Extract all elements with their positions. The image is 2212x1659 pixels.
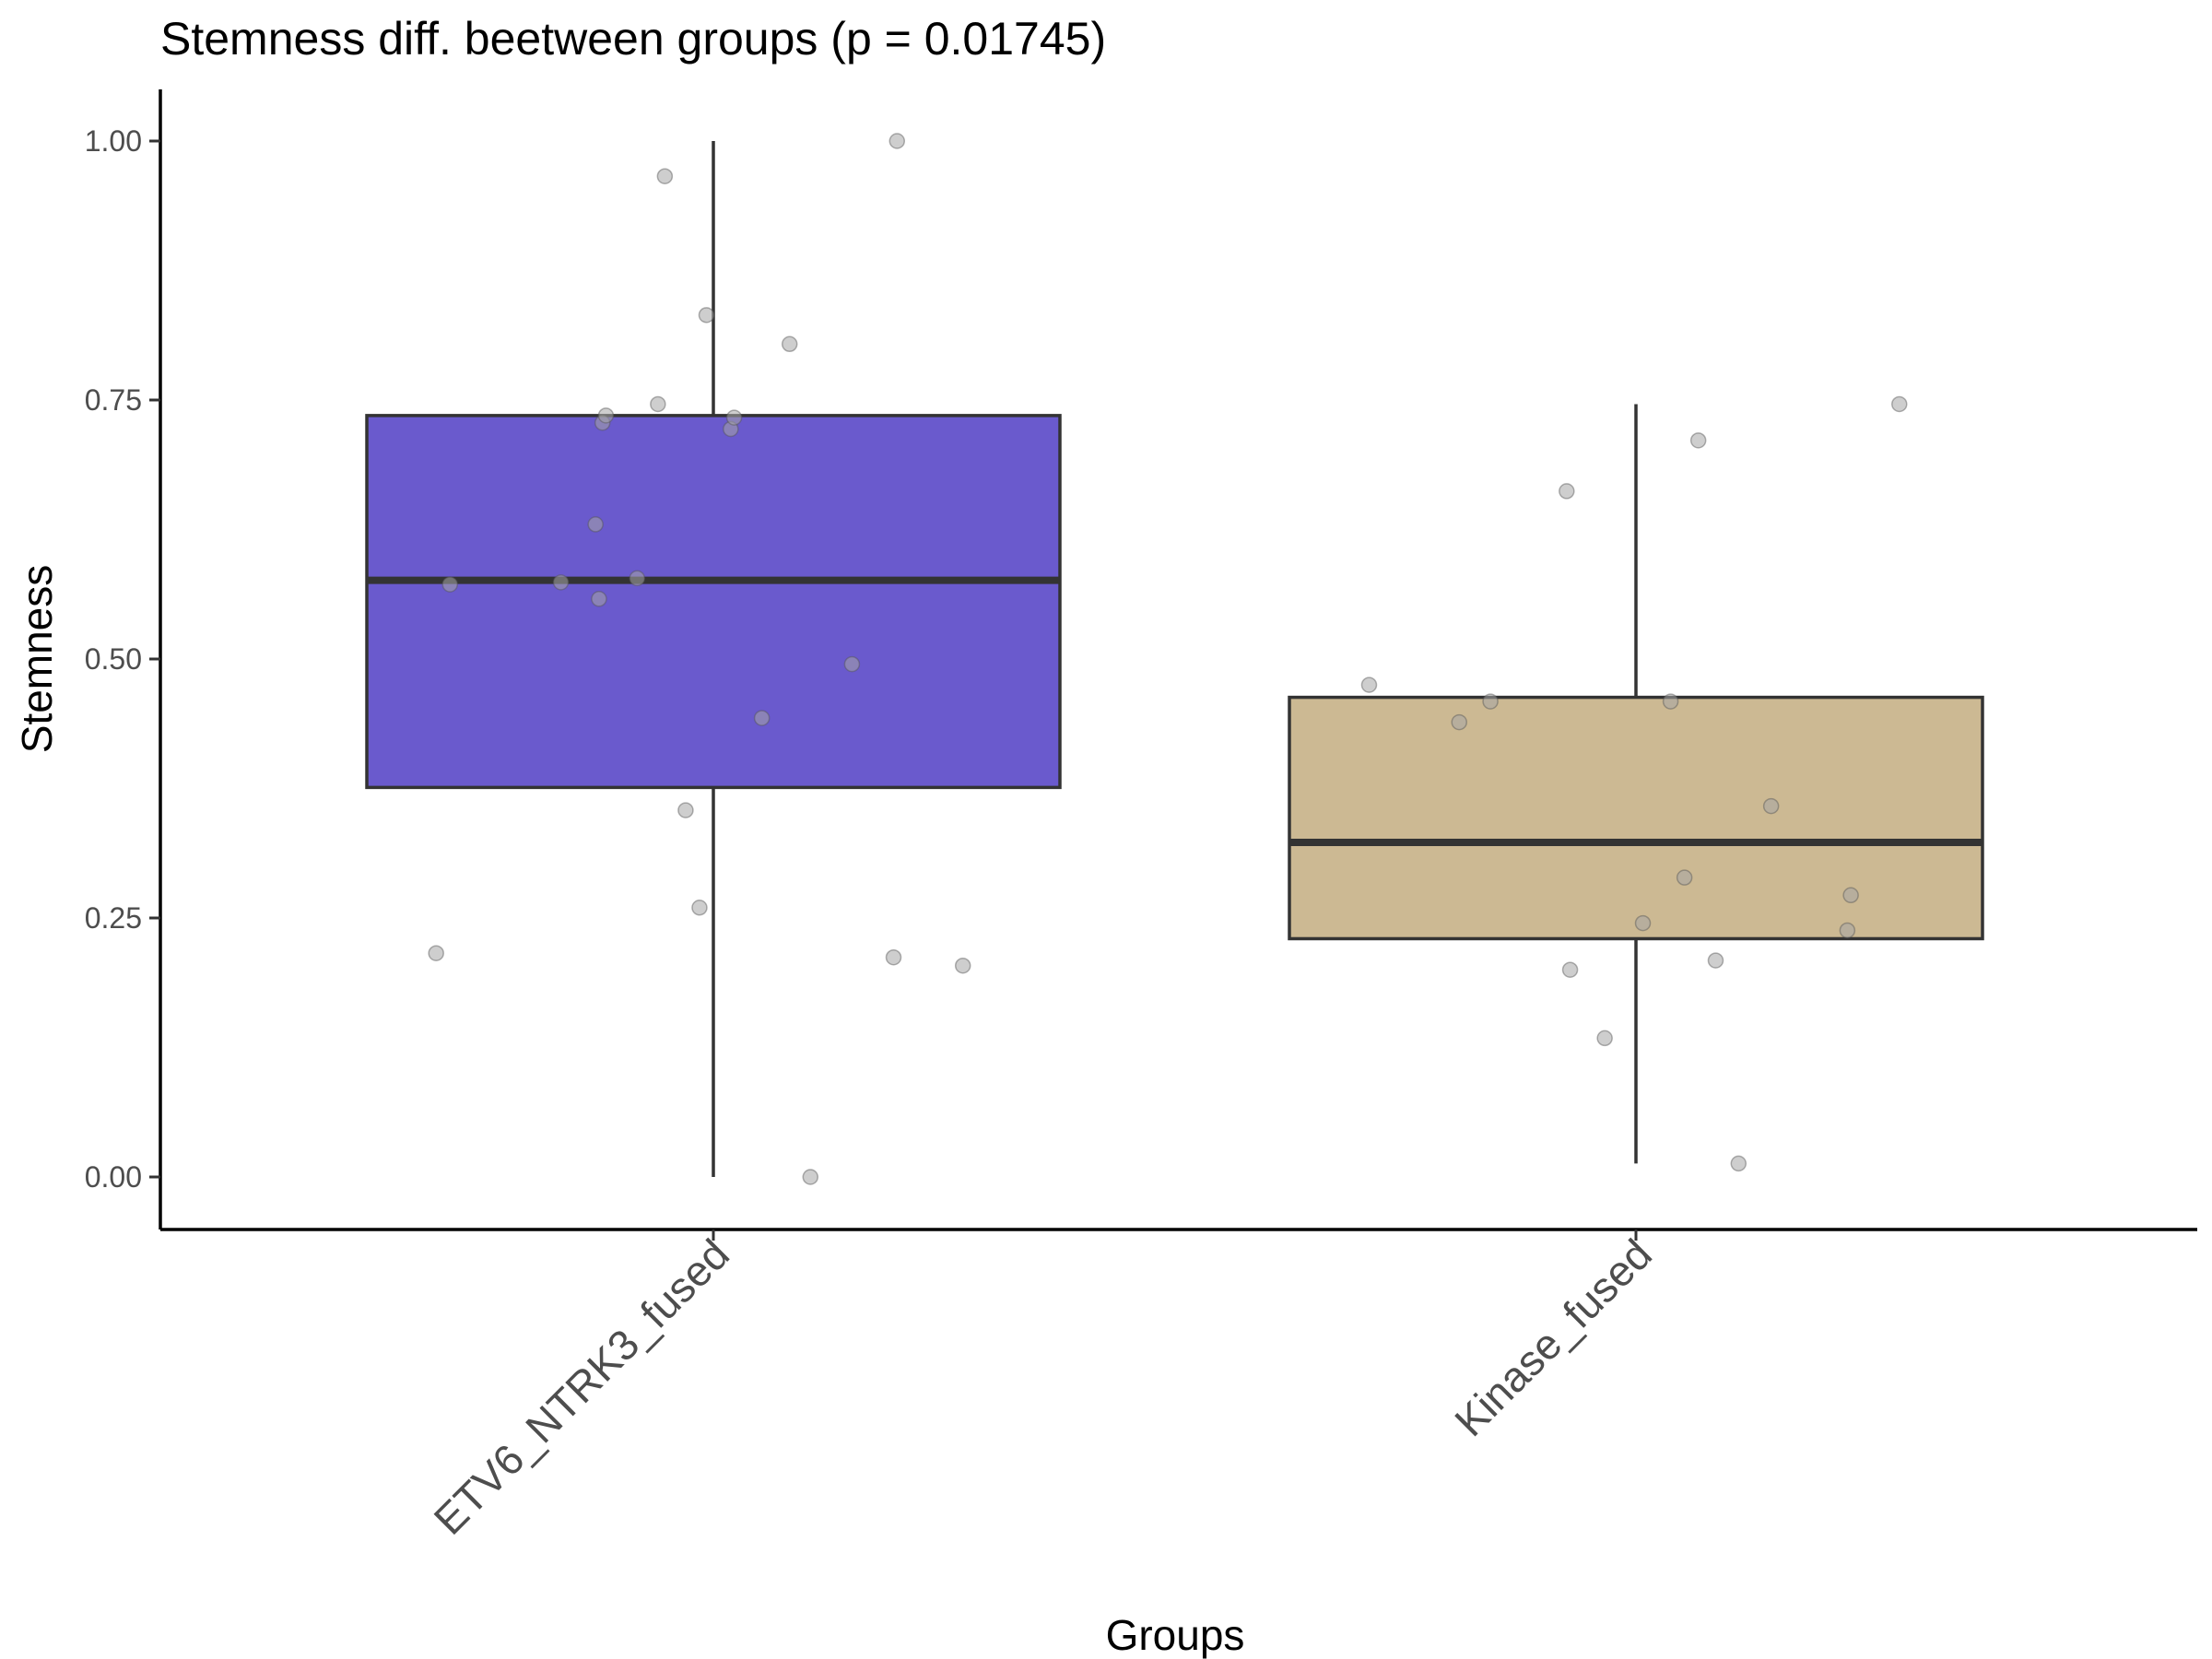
data-point bbox=[1689, 432, 1707, 449]
data-point bbox=[1662, 693, 1679, 710]
data-point bbox=[1360, 677, 1378, 693]
data-point bbox=[781, 335, 798, 353]
x-axis: ETV6_NTRK3_fused Kinase_fused bbox=[160, 1228, 2197, 1544]
data-point bbox=[1634, 914, 1652, 932]
data-point bbox=[843, 655, 861, 673]
data-point bbox=[1559, 483, 1575, 500]
y-tick-label: 0.25 bbox=[85, 901, 142, 935]
plot-area bbox=[365, 133, 1984, 1185]
y-tick-label: 0.75 bbox=[85, 383, 142, 417]
data-point bbox=[1839, 922, 1856, 939]
data-point bbox=[650, 395, 666, 413]
y-tick-label: 1.00 bbox=[85, 124, 142, 158]
data-point bbox=[428, 945, 444, 961]
data-point bbox=[753, 710, 771, 726]
data-point bbox=[1842, 887, 1859, 904]
data-point bbox=[1561, 961, 1579, 978]
data-point bbox=[1762, 797, 1780, 815]
data-point bbox=[802, 1169, 819, 1185]
data-point bbox=[587, 516, 604, 533]
y-axis-title: Stemness bbox=[13, 565, 61, 754]
data-point bbox=[885, 948, 902, 966]
data-point bbox=[677, 802, 694, 818]
data-point bbox=[1707, 952, 1724, 969]
data-point bbox=[1891, 395, 1908, 413]
data-point bbox=[954, 957, 971, 974]
chart-title: Stemness diff. beetween groups (p = 0.01… bbox=[160, 13, 1106, 65]
data-point bbox=[698, 307, 715, 324]
x-tick-label: Kinase_fused bbox=[1445, 1230, 1661, 1445]
data-point bbox=[597, 407, 615, 424]
data-point bbox=[888, 133, 906, 149]
data-point bbox=[656, 168, 674, 184]
data-point bbox=[552, 574, 570, 591]
y-axis: 0.00 0.25 0.50 0.75 1.00 bbox=[85, 89, 162, 1230]
box-group-1 bbox=[1288, 404, 1984, 1164]
data-point bbox=[1482, 693, 1499, 710]
data-point bbox=[725, 409, 743, 426]
data-point bbox=[441, 576, 458, 593]
data-point bbox=[1451, 713, 1467, 731]
x-tick-label: ETV6_NTRK3_fused bbox=[425, 1230, 739, 1544]
box-iqr bbox=[1288, 695, 1984, 941]
data-point bbox=[1730, 1155, 1747, 1172]
y-tick-label: 0.50 bbox=[85, 642, 142, 676]
data-point bbox=[629, 570, 646, 587]
box-group-0 bbox=[365, 141, 1062, 1177]
data-point bbox=[1596, 1030, 1613, 1047]
data-point bbox=[691, 900, 708, 916]
data-point bbox=[591, 591, 607, 607]
y-tick-label: 0.00 bbox=[85, 1160, 142, 1194]
x-axis-title: Groups bbox=[1106, 1611, 1245, 1659]
box-iqr bbox=[365, 414, 1062, 790]
data-point bbox=[1676, 869, 1693, 886]
